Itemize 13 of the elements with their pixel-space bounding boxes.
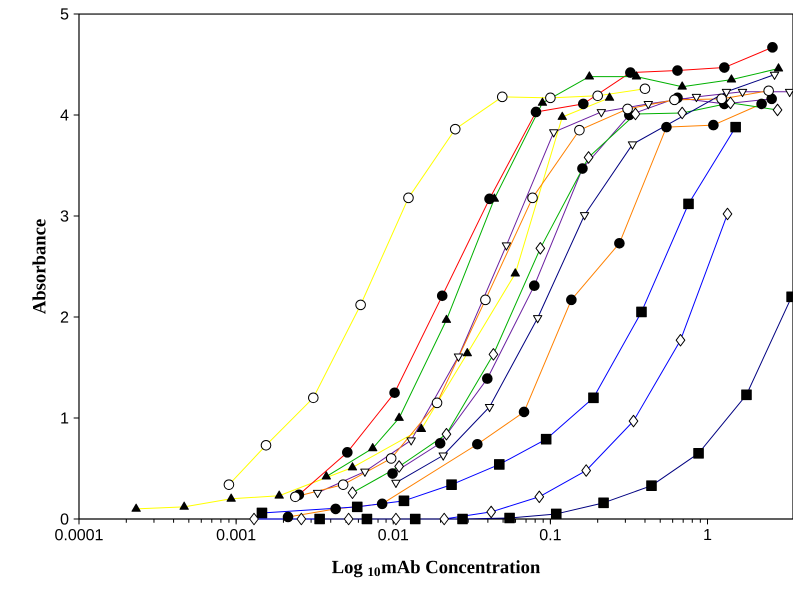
- y-tick-label: 5: [60, 8, 68, 20]
- x-tick-label: 0.1: [540, 529, 561, 540]
- x-tick-label: 0.001: [216, 529, 256, 540]
- x-tick-label: 0.0001: [55, 529, 103, 540]
- x-tick-label: 0.01: [378, 529, 408, 540]
- y-tick-label: 1: [61, 412, 68, 424]
- x-axis-title: Log $_{10}$mAb Concentration: [332, 560, 540, 578]
- x-tick-label: 1: [704, 529, 712, 540]
- y-tick-label: 2: [60, 311, 68, 323]
- y-axis-title: Absorbance: [32, 219, 46, 314]
- y-tick-label: 0: [60, 513, 68, 525]
- y-tick-label: 4: [60, 110, 68, 121]
- y-tick-label: 3: [60, 210, 68, 222]
